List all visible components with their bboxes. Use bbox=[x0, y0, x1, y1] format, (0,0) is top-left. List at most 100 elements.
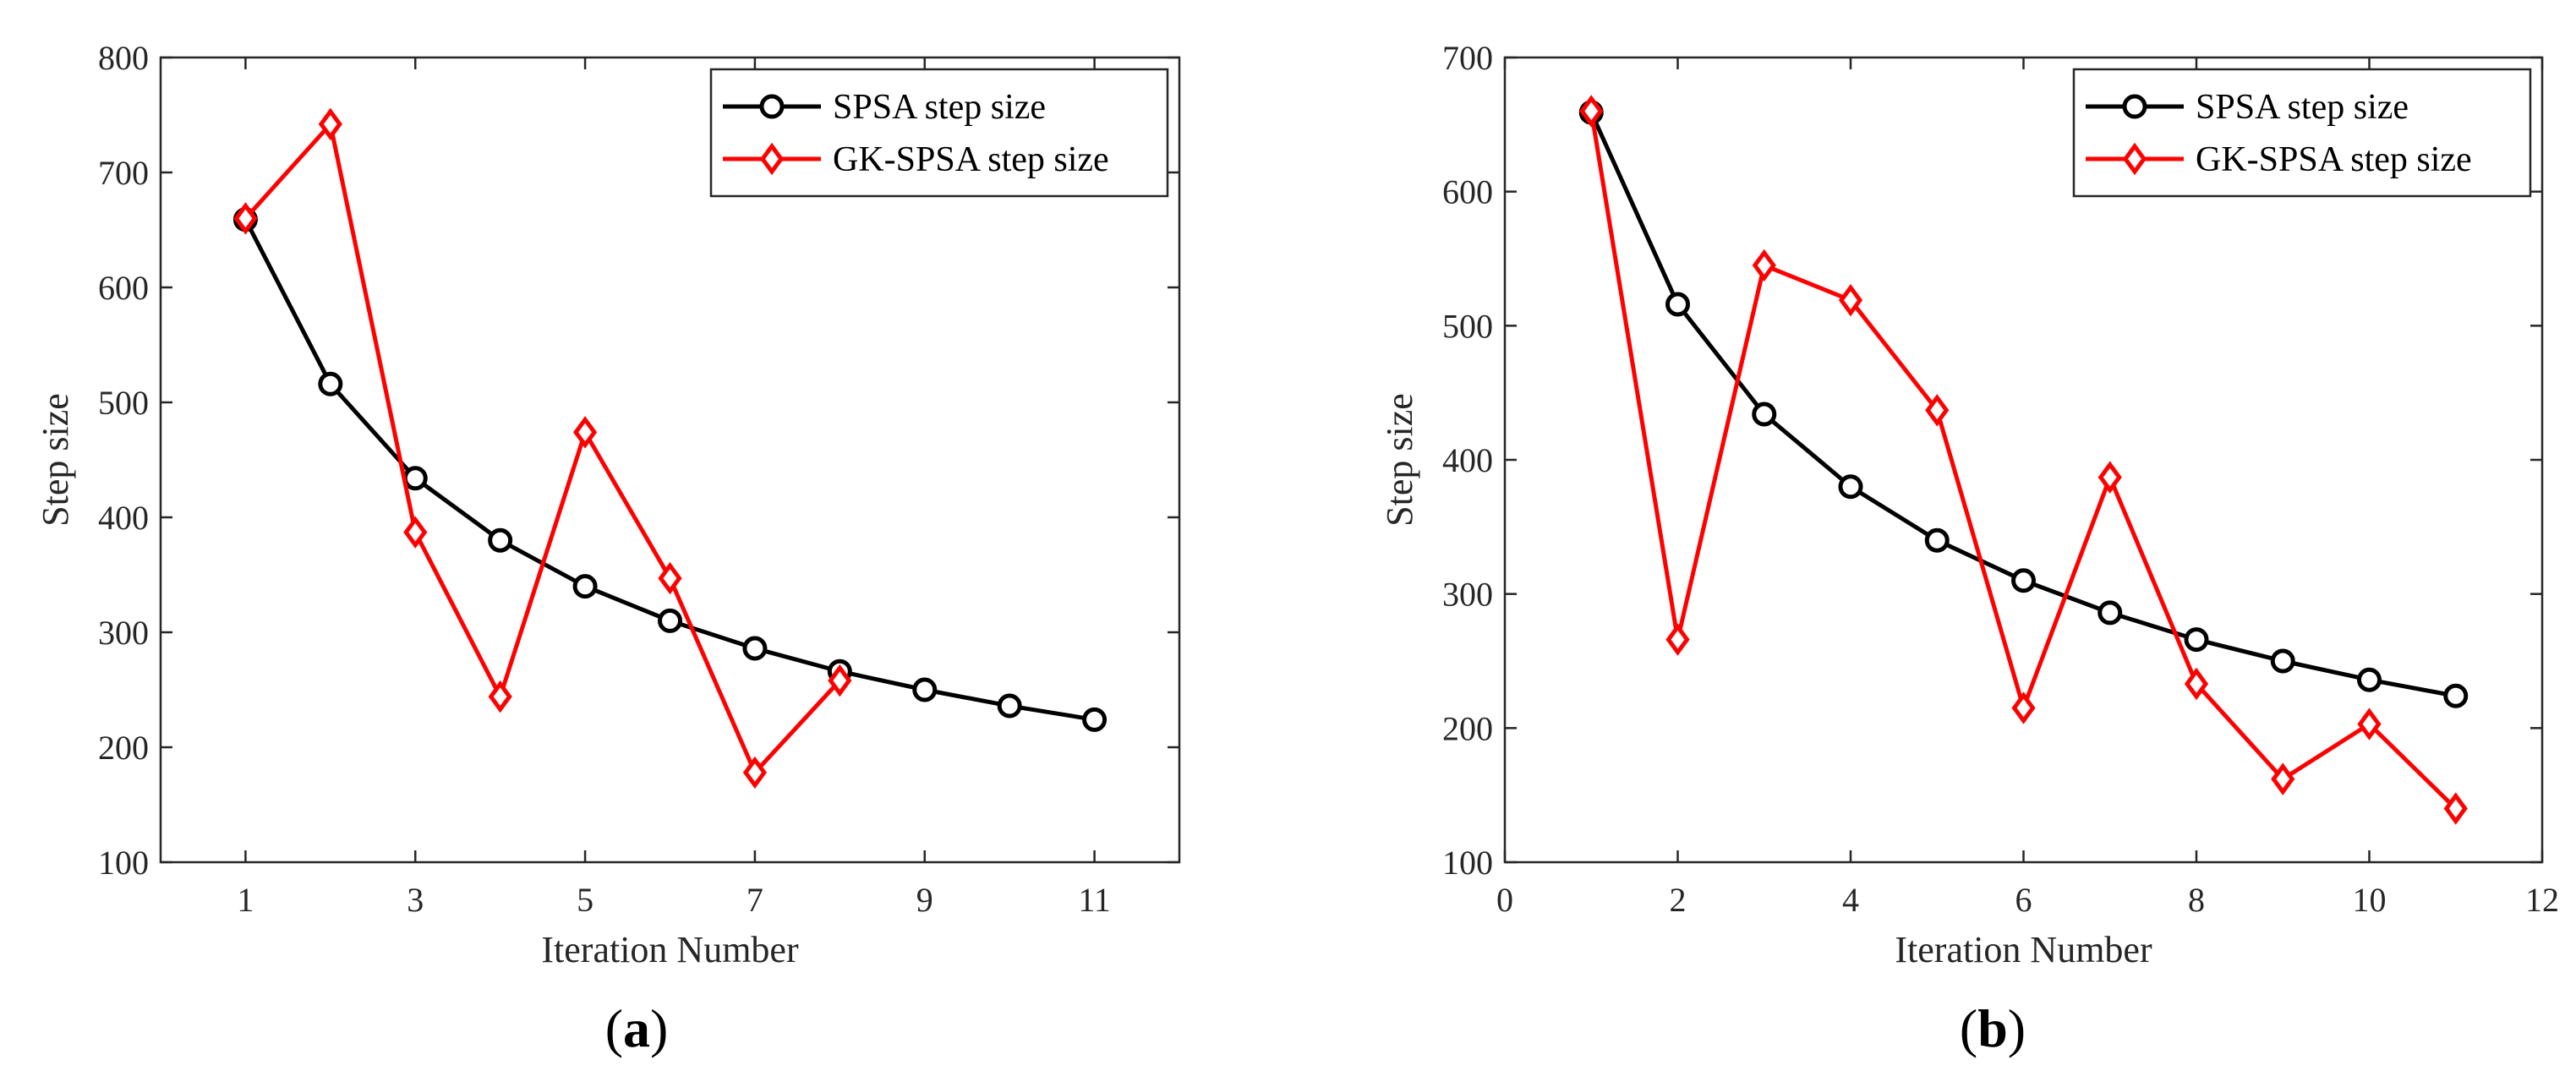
plot-frame bbox=[159, 56, 1181, 864]
data-point-diamond bbox=[1579, 95, 1604, 128]
y-tick-label: 600 bbox=[1442, 173, 1493, 211]
data-point-circle bbox=[2011, 568, 2036, 593]
panel-label-letter: a bbox=[623, 998, 650, 1058]
y-tick-label: 200 bbox=[1442, 709, 1493, 747]
x-tick-label: 5 bbox=[577, 881, 593, 919]
data-point-diamond bbox=[403, 516, 428, 549]
y-tick-label: 200 bbox=[98, 729, 149, 767]
panel-label: (b) bbox=[1960, 998, 2026, 1058]
x-axis-label: Iteration Number bbox=[541, 929, 799, 970]
data-point-circle bbox=[658, 608, 682, 633]
series-spsa bbox=[1578, 100, 2469, 708]
data-point-circle bbox=[2270, 648, 2295, 674]
data-point-circle bbox=[318, 371, 343, 396]
data-point-diamond bbox=[742, 756, 768, 790]
legend-box bbox=[2072, 68, 2532, 198]
x-tick-label: 10 bbox=[2353, 881, 2387, 919]
data-point-circle bbox=[2184, 627, 2209, 653]
legend-marker-diamond bbox=[2122, 142, 2147, 176]
y-axis-label: Step size bbox=[35, 393, 76, 527]
y-tick-label: 100 bbox=[98, 844, 149, 882]
y-tick-label: 700 bbox=[98, 154, 149, 192]
x-tick-label: 11 bbox=[1078, 881, 1111, 919]
data-point-diamond bbox=[2097, 461, 2122, 494]
y-tick-label: 600 bbox=[98, 269, 149, 307]
data-point-diamond bbox=[488, 680, 512, 713]
panel-label-close: ) bbox=[2008, 998, 2026, 1058]
series-gk-spsa bbox=[1579, 95, 2468, 825]
legend-marker-diamond bbox=[759, 142, 785, 176]
y-tick-label: 700 bbox=[1442, 39, 1493, 77]
y-tick-label: 100 bbox=[1442, 844, 1493, 882]
data-point-diamond bbox=[828, 664, 852, 697]
x-tick-label: 4 bbox=[1842, 881, 1859, 919]
data-point-diamond bbox=[2271, 762, 2295, 795]
panel-label: (a) bbox=[605, 998, 669, 1058]
y-tick-label: 400 bbox=[1442, 441, 1493, 479]
y-tick-label: 500 bbox=[98, 384, 149, 422]
data-point-diamond bbox=[572, 416, 598, 449]
x-tick-label: 6 bbox=[2015, 881, 2032, 919]
data-point-diamond bbox=[2357, 708, 2382, 740]
data-point-circle bbox=[997, 693, 1022, 719]
legend-entry-label: SPSA step size bbox=[2196, 88, 2409, 127]
data-point-diamond bbox=[233, 202, 258, 235]
y-tick-label: 300 bbox=[98, 614, 149, 652]
legend: SPSA step size GK-SPSA step size bbox=[2072, 68, 2532, 198]
panel-label-close: ) bbox=[650, 998, 668, 1058]
data-point-diamond bbox=[2184, 667, 2209, 701]
data-point-diamond bbox=[1838, 283, 1863, 317]
x-tick-label: 3 bbox=[407, 881, 424, 919]
legend-box bbox=[709, 68, 1169, 198]
data-point-diamond bbox=[658, 561, 682, 595]
data-point-circle bbox=[742, 636, 768, 661]
x-tick-label: 0 bbox=[1496, 881, 1513, 919]
data-point-circle bbox=[402, 466, 428, 491]
data-point-circle bbox=[2357, 667, 2382, 692]
chart-panel-b: 100 200 300 400 500 600 700 0 2 4 6 8 10 12 Iteration … bbox=[1379, 39, 2559, 1058]
panel-label-open: ( bbox=[605, 998, 623, 1058]
panel-label-letter: b bbox=[1977, 998, 2008, 1058]
series-line bbox=[243, 122, 842, 775]
x-tick-label: 7 bbox=[747, 881, 763, 919]
legend-entry-label: GK-SPSA step size bbox=[833, 140, 1109, 179]
legend-entry-label: SPSA step size bbox=[833, 88, 1046, 127]
legend-marker-circle bbox=[759, 94, 785, 119]
series-gk-spsa bbox=[233, 107, 852, 790]
data-point-circle bbox=[1838, 474, 1863, 500]
y-tick-label: 500 bbox=[1442, 307, 1493, 345]
data-point-circle bbox=[1082, 707, 1108, 732]
y-axis-label: Step size bbox=[1379, 393, 1420, 527]
legend: SPSA step size GK-SPSA step size bbox=[709, 68, 1169, 198]
x-tick-label: 2 bbox=[1670, 881, 1687, 919]
data-point-circle bbox=[1752, 402, 1777, 427]
data-point-circle bbox=[488, 527, 513, 553]
data-point-diamond bbox=[2011, 691, 2036, 724]
x-tick-label: 1 bbox=[237, 881, 254, 919]
data-point-circle bbox=[2443, 683, 2469, 708]
legend-entry-label: GK-SPSA step size bbox=[2196, 140, 2472, 179]
chart-panel-a: 100 200 300 400 500 600 700 800 1 3 5 7 9 11 Iteration… bbox=[35, 39, 1181, 1058]
y-tick-label: 800 bbox=[98, 39, 149, 77]
data-point-diamond bbox=[1665, 623, 1690, 656]
data-point-diamond bbox=[2443, 792, 2468, 825]
series-line bbox=[1589, 112, 2457, 698]
y-tick-label: 400 bbox=[98, 499, 149, 537]
data-point-circle bbox=[2097, 600, 2123, 626]
data-point-circle bbox=[1924, 527, 1950, 553]
x-tick-label: 9 bbox=[916, 881, 933, 919]
data-point-diamond bbox=[1752, 249, 1776, 282]
data-point-diamond bbox=[318, 107, 342, 141]
data-point-diamond bbox=[1925, 394, 1950, 427]
panel-label-open: ( bbox=[1960, 998, 1977, 1058]
x-axis-label: Iteration Number bbox=[1895, 929, 2152, 970]
data-point-circle bbox=[912, 677, 938, 702]
data-point-circle bbox=[1665, 292, 1690, 317]
legend-marker-circle bbox=[2122, 94, 2147, 119]
x-tick-label: 8 bbox=[2188, 881, 2205, 919]
x-tick-label: 12 bbox=[2525, 881, 2559, 919]
y-tick-label: 300 bbox=[1442, 576, 1493, 614]
data-point-circle bbox=[572, 574, 598, 599]
series-line bbox=[243, 218, 1095, 722]
